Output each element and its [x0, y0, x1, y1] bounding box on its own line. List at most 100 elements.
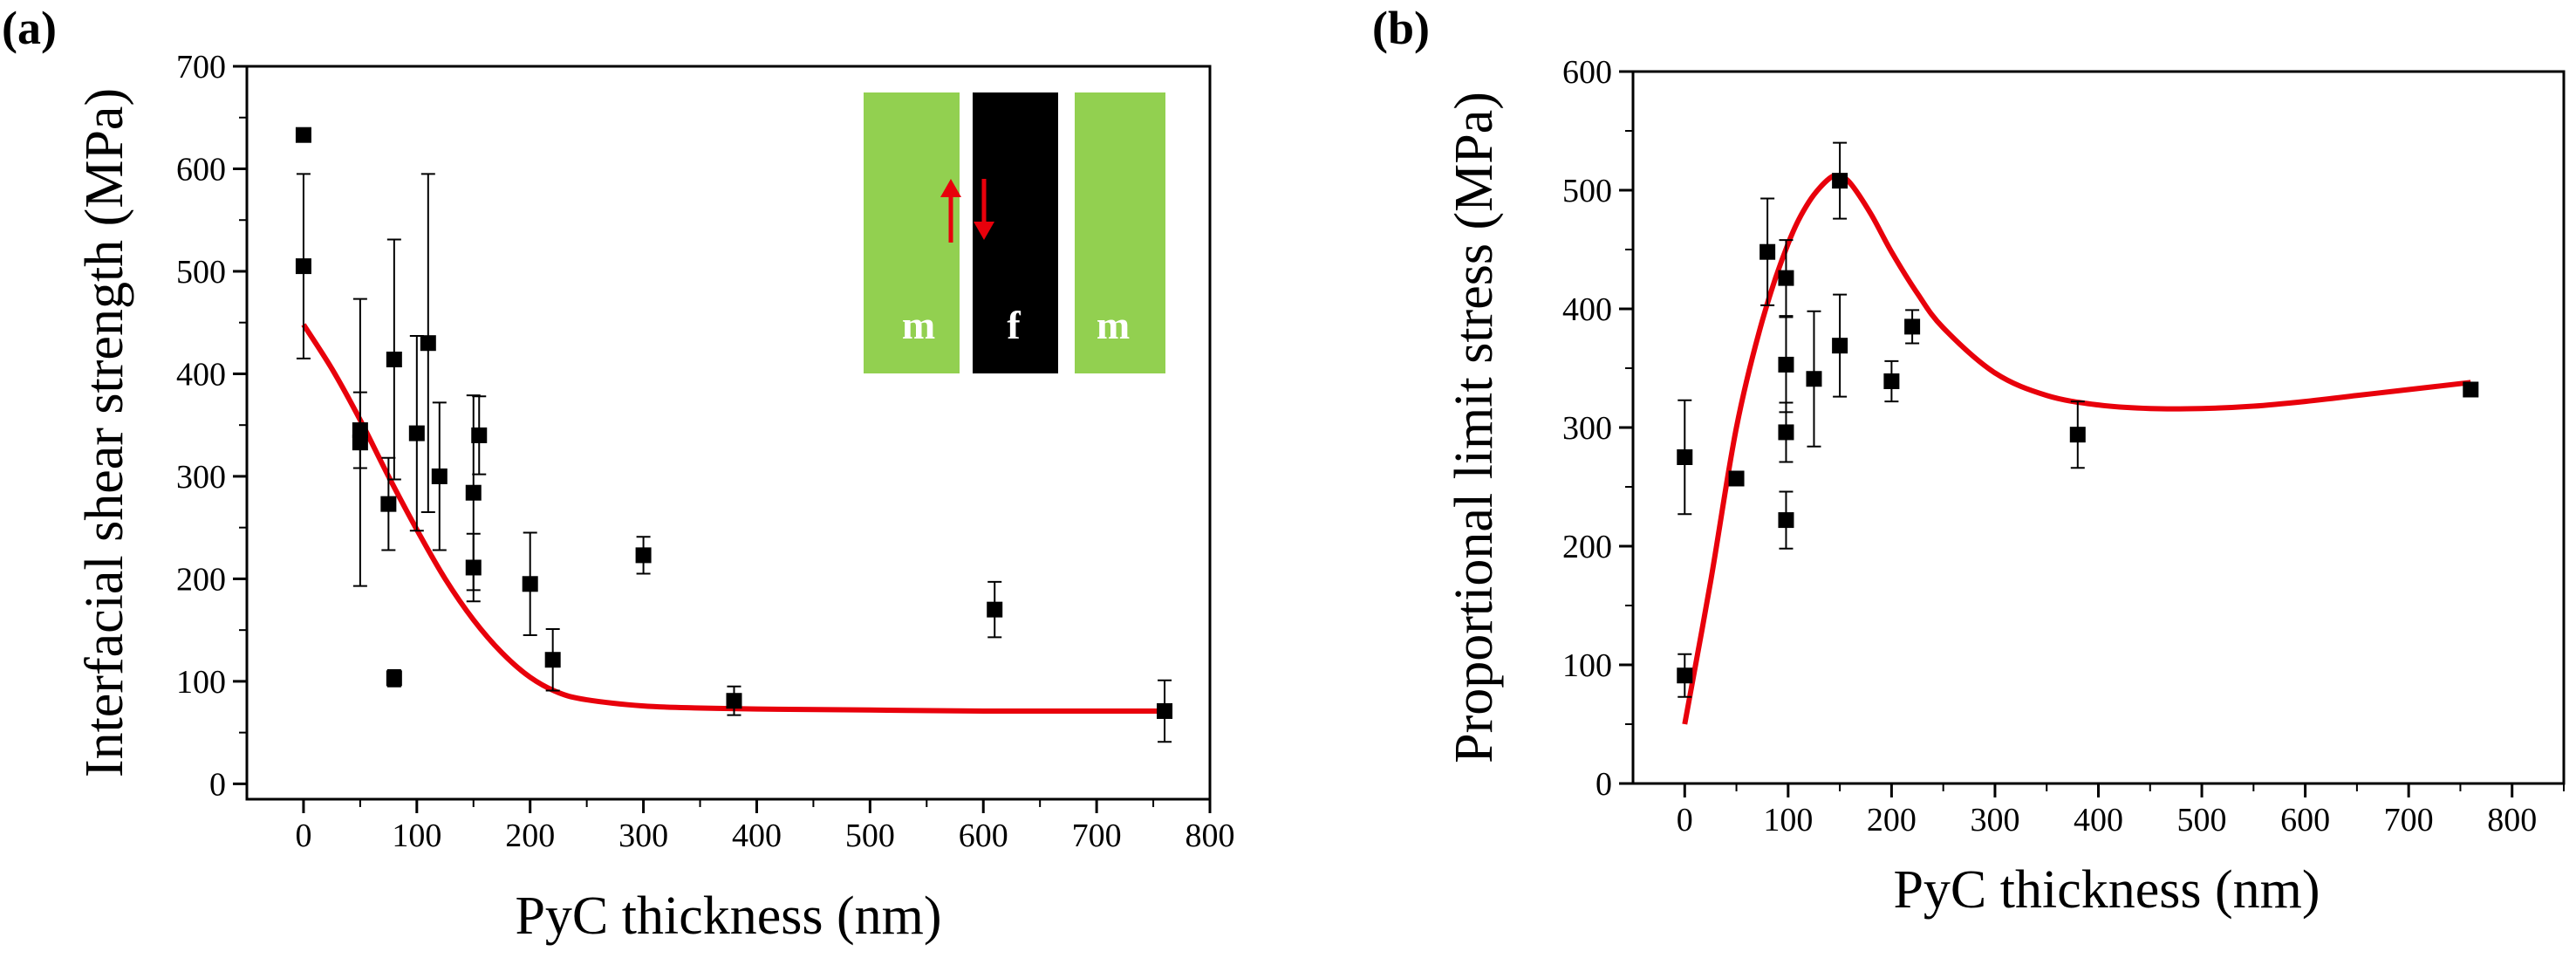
data-point-marker — [380, 496, 397, 512]
data-point-marker — [408, 425, 425, 441]
data-point — [544, 627, 561, 692]
data-point — [420, 173, 436, 514]
data-point-marker — [522, 576, 538, 592]
data-point-marker — [352, 435, 368, 451]
data-point — [1904, 309, 1921, 345]
data-point-marker — [465, 559, 482, 576]
x-tick-label: 600 — [2280, 802, 2330, 838]
panel-b-label: (b) — [1372, 2, 1430, 54]
panel-b-fit-curve — [1682, 173, 2471, 725]
inset-shear-arrow-down — [974, 179, 994, 240]
data-point-marker — [1904, 318, 1921, 335]
data-point — [431, 401, 448, 551]
fit-curve-line — [301, 323, 1165, 715]
y-tick-label: 300 — [1562, 410, 1612, 447]
panel-a-x-axis-label: PyC thickness (nm) — [515, 886, 941, 946]
data-point — [1832, 293, 1848, 398]
inset-label-matrix-left: m — [902, 303, 935, 347]
panel-a-chart: (a) 0 100 200 300 400 500 600 700 800 0 100 200 300 4… — [2, 2, 1235, 946]
y-tick-label: 300 — [176, 459, 226, 496]
data-point-marker — [1832, 173, 1848, 189]
data-point — [2463, 381, 2479, 398]
data-point — [1759, 197, 1776, 306]
data-point — [352, 298, 368, 587]
inset-matrix-right — [1075, 92, 1165, 373]
data-point-marker — [420, 335, 436, 352]
y-tick-label: 500 — [176, 254, 226, 291]
data-point — [726, 685, 742, 716]
x-tick-label: 500 — [845, 818, 895, 854]
panel-b-x-axis-label: PyC thickness (nm) — [1893, 860, 2320, 920]
data-point — [1778, 490, 1794, 550]
panel-b-chart: (b) 0 100 200 300 400 500 600 700 800 0 100 200 300 4… — [1372, 2, 2566, 920]
panel-a-label: (a) — [2, 2, 57, 54]
x-tick-label: 500 — [2177, 802, 2227, 838]
y-tick-label: 400 — [176, 356, 226, 393]
data-point-marker — [465, 484, 482, 501]
data-point — [1778, 401, 1794, 463]
data-point — [408, 334, 425, 532]
data-point-marker — [1832, 338, 1848, 354]
y-tick-label: 100 — [1562, 647, 1612, 684]
data-point-marker — [386, 670, 402, 687]
y-tick-label: 700 — [176, 49, 226, 86]
panel-a-ticks: 0 100 200 300 400 500 600 700 800 0 100 200 300 400 50… — [176, 49, 1235, 854]
data-point — [2069, 400, 2086, 469]
x-tick-label: 400 — [2074, 802, 2123, 838]
data-point — [295, 127, 311, 143]
x-tick-label: 300 — [1970, 802, 2019, 838]
data-point — [1728, 470, 1745, 487]
data-point-marker — [431, 468, 448, 484]
data-point-marker — [1883, 373, 1900, 389]
data-point-marker — [471, 427, 488, 443]
y-tick-label: 200 — [1562, 529, 1612, 565]
data-point-marker — [1728, 470, 1745, 487]
x-tick-label: 200 — [1867, 802, 1917, 838]
data-point-marker — [635, 547, 652, 564]
x-tick-label: 0 — [295, 818, 311, 854]
data-point — [987, 580, 1003, 639]
data-point-marker — [295, 258, 311, 275]
data-point — [465, 532, 482, 603]
y-tick-label: 0 — [1595, 766, 1612, 803]
data-point-marker — [1778, 424, 1794, 441]
data-point-marker — [386, 352, 402, 367]
panel-a-plot-frame — [245, 65, 1212, 801]
data-point — [1157, 679, 1173, 743]
data-point-marker — [1778, 512, 1794, 529]
data-point-marker — [544, 652, 561, 668]
data-point — [1883, 359, 1900, 403]
x-tick-label: 700 — [2384, 802, 2434, 838]
inset-matrix-left — [864, 92, 960, 373]
x-tick-label: 300 — [618, 818, 668, 854]
data-point-marker — [1759, 243, 1776, 260]
x-tick-label: 800 — [1186, 818, 1235, 854]
data-point — [471, 395, 488, 476]
data-point — [386, 238, 402, 481]
data-point-marker — [726, 693, 742, 709]
x-tick-label: 100 — [392, 818, 441, 854]
inset-label-fiber: f — [1007, 303, 1021, 347]
panel-b-plot-frame — [1631, 70, 2566, 785]
panel-b-y-axis-label: Proportional limit stress (MPa) — [1445, 92, 1504, 763]
data-point — [386, 668, 402, 688]
y-tick-label: 600 — [1562, 54, 1612, 91]
data-point-marker — [1806, 371, 1822, 387]
x-tick-label: 400 — [732, 818, 782, 854]
x-tick-label: 600 — [959, 818, 1008, 854]
data-point — [1677, 653, 1693, 698]
panel-b-data-points — [1677, 141, 2479, 698]
panel-a-data-points — [295, 127, 1173, 743]
data-point-marker — [2069, 427, 2086, 443]
y-tick-label: 500 — [1562, 173, 1612, 209]
data-point-marker — [1778, 270, 1794, 286]
panel-a-y-axis-label: Interfacial shear strength (MPa) — [75, 88, 134, 777]
inset-shear-arrow-up — [940, 179, 961, 243]
data-point — [1677, 399, 1693, 516]
x-tick-label: 0 — [1677, 802, 1693, 838]
data-point-marker — [987, 601, 1003, 618]
y-tick-label: 100 — [176, 664, 226, 701]
data-point — [522, 531, 538, 637]
y-tick-label: 600 — [176, 151, 226, 188]
